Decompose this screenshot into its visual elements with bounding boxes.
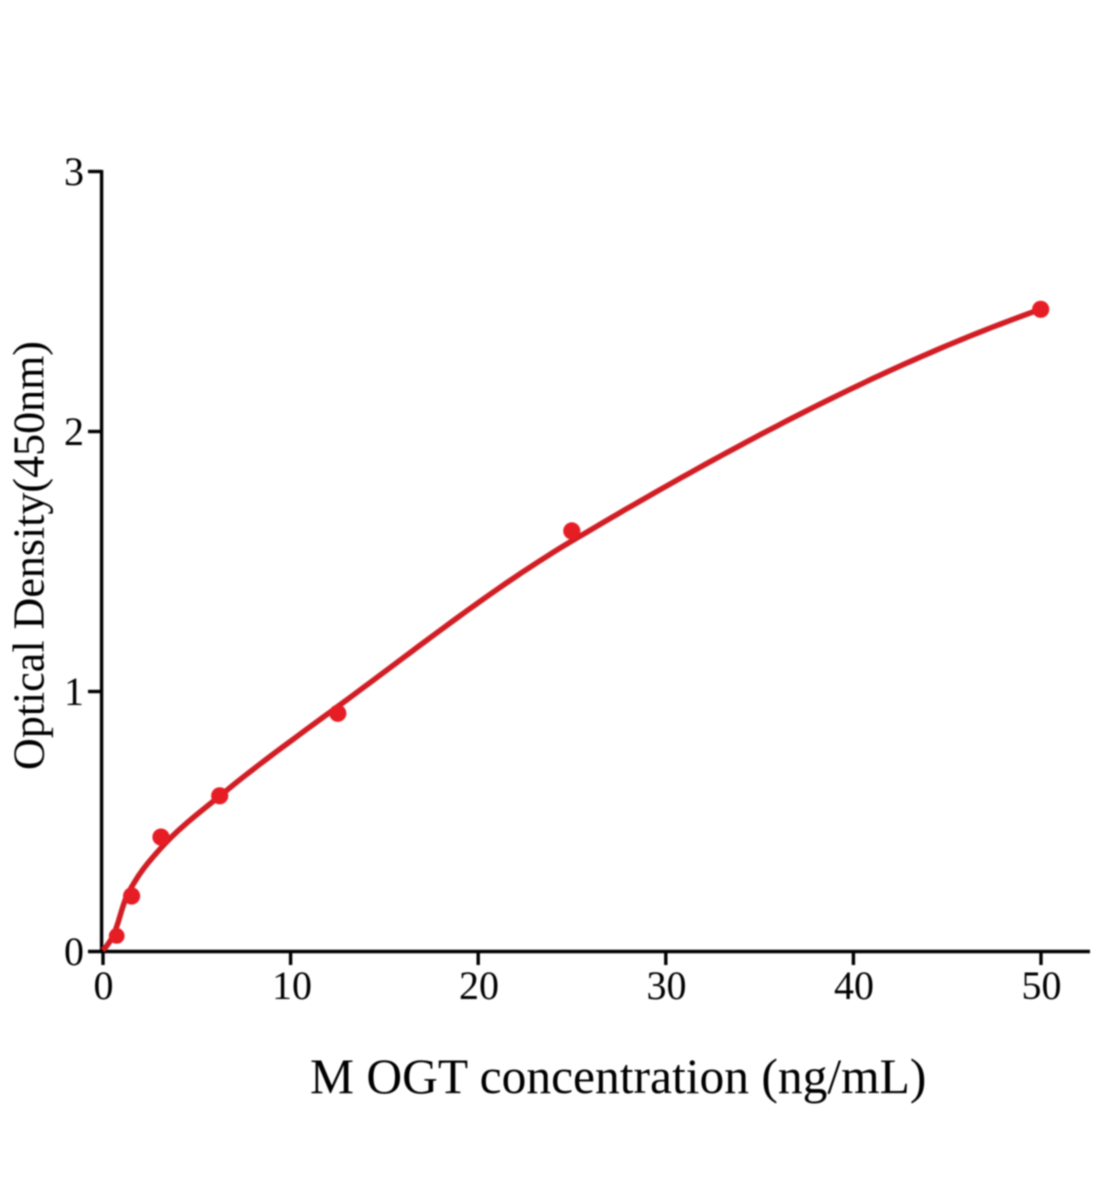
svg-text:40: 40	[834, 963, 874, 1008]
svg-text:30: 30	[647, 963, 687, 1008]
svg-text:2: 2	[64, 409, 84, 454]
svg-text:10: 10	[272, 963, 312, 1008]
svg-text:1: 1	[64, 669, 84, 714]
svg-text:Optical Density(450nm): Optical Density(450nm)	[5, 341, 54, 770]
svg-text:3: 3	[64, 149, 84, 194]
svg-text:0: 0	[64, 929, 84, 974]
svg-text:0: 0	[94, 963, 114, 1008]
svg-text:50: 50	[1022, 963, 1062, 1008]
svg-text:M OGT concentration (ng/mL): M OGT concentration (ng/mL)	[310, 1049, 926, 1104]
svg-text:20: 20	[459, 963, 499, 1008]
